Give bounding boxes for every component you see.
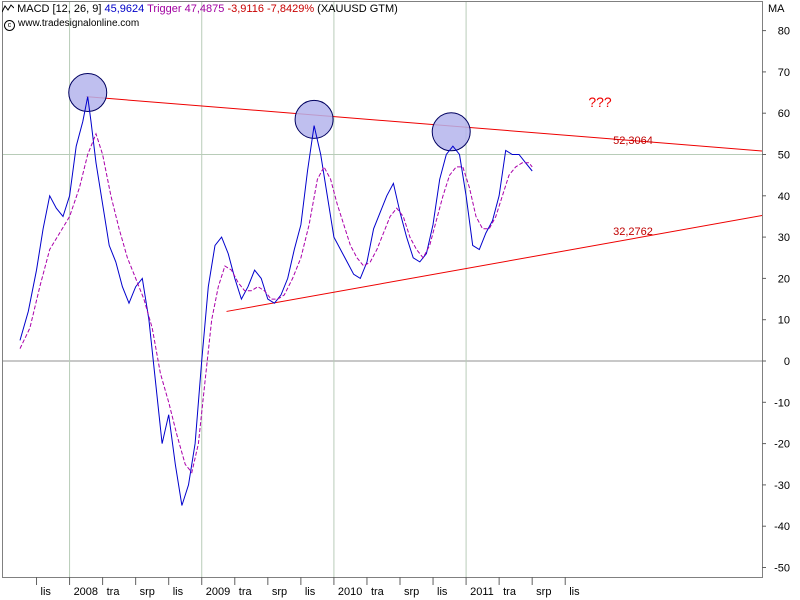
diff-value: -3,9116 bbox=[227, 3, 264, 15]
indicator-name: MACD [12, 26, 9] bbox=[17, 3, 102, 15]
macd-line bbox=[19, 96, 533, 506]
x-tick-label: srp bbox=[404, 586, 419, 598]
x-tick-label: tra bbox=[239, 586, 253, 598]
y-tick-label: 60 bbox=[778, 108, 790, 120]
y-tick-label: 40 bbox=[778, 191, 790, 203]
y-tick-label: 0 bbox=[784, 356, 790, 368]
x-tick-label: lis bbox=[569, 586, 580, 598]
x-tick-label: 2009 bbox=[206, 586, 230, 598]
x-tick-label: 2008 bbox=[74, 586, 98, 598]
copyright-icon: c bbox=[4, 20, 15, 31]
trendline-label-lower: 32,2762 bbox=[613, 226, 653, 238]
x-tick-label: lis bbox=[305, 586, 316, 598]
highlight-circles bbox=[68, 73, 471, 152]
trendline-lower bbox=[226, 215, 762, 312]
x-tick-label: 2010 bbox=[338, 586, 362, 598]
indicator-header: MACD [12, 26, 9] 45,9624 Trigger 47,4875… bbox=[1, 2, 398, 18]
trendline-upper bbox=[86, 96, 762, 152]
macd-value: 45,9624 bbox=[104, 3, 145, 15]
x-tick-label: srp bbox=[140, 586, 155, 598]
y-tick-label: -20 bbox=[774, 439, 790, 451]
website-credit: c www.tradesignalonline.com bbox=[4, 18, 139, 31]
y-tick-label: -10 bbox=[774, 397, 790, 409]
macd-indicator-icon bbox=[1, 3, 17, 15]
x-tick-label: srp bbox=[536, 586, 551, 598]
y-tick-label: 50 bbox=[778, 150, 790, 162]
chart-labels: 52,3064 32,2762??? bbox=[588, 94, 653, 238]
x-tick-label: lis bbox=[41, 586, 52, 598]
trigger-label: Trigger bbox=[147, 3, 182, 15]
y-tick-label: 10 bbox=[778, 315, 790, 327]
x-tick-label: tra bbox=[107, 586, 121, 598]
x-tick-label: lis bbox=[437, 586, 448, 598]
y-tick-label: 80 bbox=[778, 26, 790, 38]
trendline-label-upper: 52,3064 bbox=[613, 135, 653, 147]
x-tick-label: srp bbox=[272, 586, 287, 598]
x-tick-label: tra bbox=[371, 586, 385, 598]
series-lines bbox=[19, 96, 533, 506]
trigger-line bbox=[19, 132, 533, 474]
diff-percent: -7,8429% bbox=[267, 3, 315, 15]
y-tick-label: 20 bbox=[778, 273, 790, 285]
x-axis: lis 2008 tra srp lis 2009 tra srp lis 2010 tra srp l… bbox=[36, 577, 580, 598]
question-annotation: ??? bbox=[588, 94, 612, 110]
peak-circle bbox=[294, 99, 334, 139]
symbol-label: (XAUUSD GTM) bbox=[317, 3, 398, 15]
trendlines bbox=[86, 96, 762, 312]
peak-circle bbox=[431, 112, 471, 152]
y-tick-label: 30 bbox=[778, 232, 790, 244]
x-tick-label: 2011 bbox=[470, 586, 494, 598]
website-url: www.tradesignalonline.com bbox=[18, 18, 140, 29]
y-tick-label: -50 bbox=[774, 563, 790, 575]
x-tick-label: lis bbox=[173, 586, 184, 598]
x-tick-label: tra bbox=[503, 586, 517, 598]
y-tick-label: -30 bbox=[774, 480, 790, 492]
y-tick-label: 70 bbox=[778, 67, 790, 79]
trigger-value: 47,4875 bbox=[184, 3, 225, 15]
y-axis: 80 70 60 50 40 30 20 10 0 -10 -20 -30 -40 -50 MA bbox=[762, 3, 790, 575]
peak-circle bbox=[68, 73, 108, 113]
gridlines bbox=[3, 2, 762, 577]
y-tick-label: -40 bbox=[774, 521, 790, 533]
y-axis-unit: MA bbox=[768, 3, 785, 15]
